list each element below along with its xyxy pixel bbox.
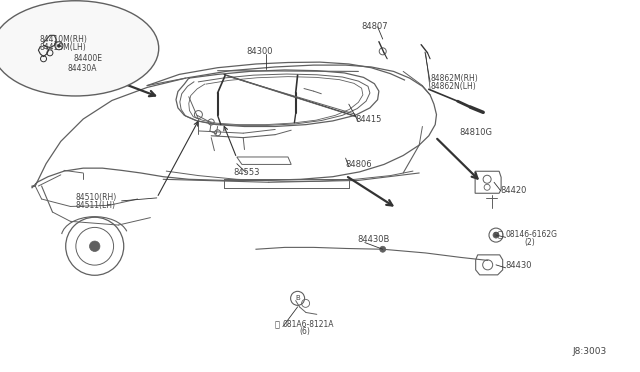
Text: 84430B: 84430B bbox=[357, 235, 390, 244]
Text: 84553: 84553 bbox=[234, 169, 260, 177]
Text: 84415: 84415 bbox=[355, 115, 381, 124]
Circle shape bbox=[90, 241, 100, 251]
Text: (6): (6) bbox=[300, 327, 310, 336]
Text: J8:3003: J8:3003 bbox=[573, 347, 607, 356]
Text: 84511(LH): 84511(LH) bbox=[76, 201, 115, 210]
Text: Ⓑ: Ⓑ bbox=[498, 230, 502, 239]
Text: 84300: 84300 bbox=[246, 47, 273, 56]
Text: 081A6-8121A: 081A6-8121A bbox=[283, 320, 334, 329]
Text: 84410M(RH): 84410M(RH) bbox=[40, 35, 88, 44]
Circle shape bbox=[380, 246, 386, 252]
Text: 84806: 84806 bbox=[346, 160, 372, 169]
Text: (2): (2) bbox=[525, 238, 536, 247]
Text: 84413M(LH): 84413M(LH) bbox=[40, 43, 86, 52]
Text: B: B bbox=[493, 232, 499, 238]
Text: 84510(RH): 84510(RH) bbox=[76, 193, 116, 202]
Circle shape bbox=[58, 44, 60, 47]
Text: 84810G: 84810G bbox=[460, 128, 493, 137]
Text: Ⓑ: Ⓑ bbox=[275, 320, 280, 329]
Text: 84862N(LH): 84862N(LH) bbox=[430, 82, 476, 91]
Text: B: B bbox=[295, 295, 300, 301]
Text: 84430A: 84430A bbox=[67, 64, 97, 73]
Text: 84400E: 84400E bbox=[74, 54, 102, 63]
Ellipse shape bbox=[0, 1, 159, 96]
Text: 84807: 84807 bbox=[362, 22, 388, 31]
Text: 08146-6162G: 08146-6162G bbox=[506, 230, 557, 239]
Circle shape bbox=[493, 232, 499, 238]
Text: 84430: 84430 bbox=[506, 262, 532, 270]
Text: 84420: 84420 bbox=[500, 186, 527, 195]
Text: 84862M(RH): 84862M(RH) bbox=[430, 74, 478, 83]
